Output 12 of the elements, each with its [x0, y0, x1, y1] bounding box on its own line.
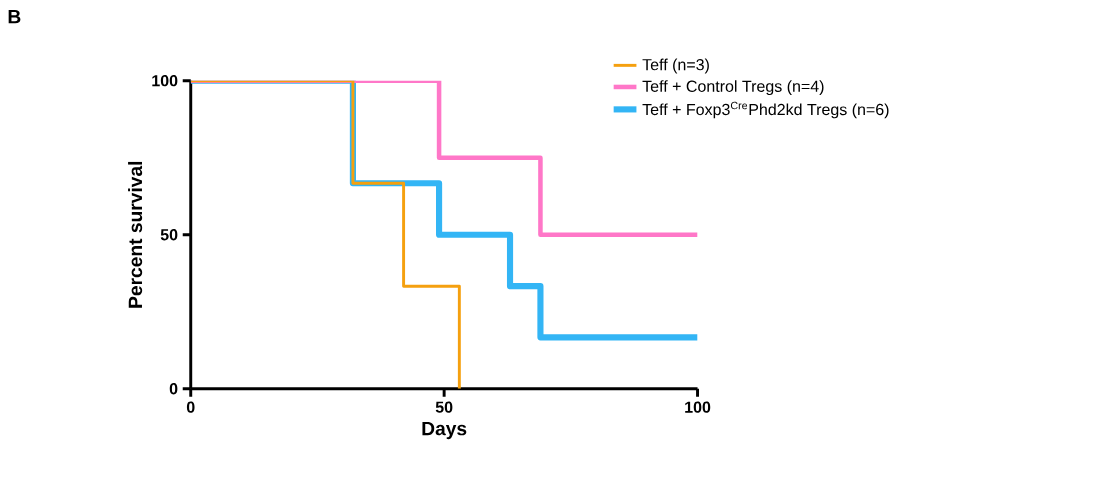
y-tick-label: 50	[160, 229, 178, 241]
legend-label: Teff (n=3)	[642, 58, 709, 74]
legend-label: Teff + Foxp3$^{Cre}$Phd2kd Tregs (n=6)	[642, 101, 889, 119]
y-tick-label: 0	[169, 383, 178, 395]
x-tick-label: 50	[435, 401, 453, 413]
y-tick-label: 100	[152, 75, 178, 87]
x-tick-label: 100	[685, 401, 711, 413]
text: B	[8, 10, 21, 24]
legend-label: Teff + Control Tregs (n=4)	[642, 80, 824, 96]
x-axis-title: Days	[422, 422, 467, 440]
x-tick-label: 0	[186, 401, 195, 413]
y-axis-title: Percent survival	[128, 162, 143, 308]
